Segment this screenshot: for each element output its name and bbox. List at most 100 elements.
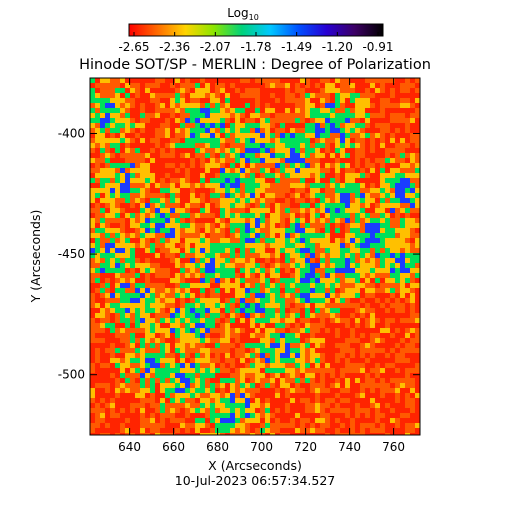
heatmap-cell: [175, 273, 180, 278]
heatmap-cell: [345, 433, 350, 435]
heatmap-cell: [240, 263, 245, 268]
heatmap-cell: [340, 133, 345, 138]
heatmap-cell: [360, 253, 365, 258]
heatmap-cell: [195, 318, 200, 323]
heatmap-cell: [345, 348, 350, 353]
heatmap-cell: [365, 88, 370, 93]
heatmap-cell: [220, 198, 225, 203]
heatmap-cell: [370, 323, 375, 328]
heatmap-cell: [360, 248, 365, 253]
heatmap-cell: [125, 393, 130, 398]
heatmap-cell: [165, 228, 170, 233]
heatmap-cell: [245, 253, 250, 258]
heatmap-cell: [200, 318, 205, 323]
heatmap-cell: [205, 273, 210, 278]
heatmap-cell: [210, 158, 215, 163]
heatmap-cell: [130, 368, 135, 373]
heatmap-cell: [330, 208, 335, 213]
heatmap-cell: [235, 308, 240, 313]
heatmap-cell: [350, 93, 355, 98]
heatmap-cell: [95, 243, 100, 248]
heatmap-cell: [180, 338, 185, 343]
heatmap-cell: [300, 408, 305, 413]
heatmap-cell: [135, 203, 140, 208]
heatmap-cell: [330, 158, 335, 163]
heatmap-cell: [415, 318, 420, 323]
heatmap-cell: [275, 238, 280, 243]
heatmap-cell: [375, 173, 380, 178]
heatmap-cell: [345, 163, 350, 168]
heatmap-cell: [415, 258, 420, 263]
heatmap-cell: [245, 398, 250, 403]
heatmap-cell: [280, 88, 285, 93]
heatmap-cell: [295, 353, 300, 358]
heatmap-cell: [230, 213, 235, 218]
heatmap-cell: [360, 208, 365, 213]
heatmap-cell: [110, 403, 115, 408]
heatmap-cell: [225, 368, 230, 373]
heatmap-cell: [215, 253, 220, 258]
heatmap-cell: [325, 168, 330, 173]
heatmap-cell: [215, 378, 220, 383]
heatmap-cell: [115, 353, 120, 358]
heatmap-cell: [185, 403, 190, 408]
heatmap-cell: [375, 328, 380, 333]
heatmap-cell: [310, 263, 315, 268]
heatmap-cell: [275, 388, 280, 393]
heatmap-cell: [310, 363, 315, 368]
heatmap-cell: [345, 368, 350, 373]
heatmap-cell: [375, 398, 380, 403]
heatmap-cell: [110, 328, 115, 333]
heatmap-cell: [210, 108, 215, 113]
heatmap-cell: [335, 413, 340, 418]
heatmap-cell: [315, 98, 320, 103]
heatmap-cell: [140, 88, 145, 93]
heatmap-cell: [240, 358, 245, 363]
heatmap-cell: [330, 258, 335, 263]
heatmap-cell: [395, 153, 400, 158]
heatmap-cell: [395, 173, 400, 178]
heatmap-cell: [225, 158, 230, 163]
heatmap-cell: [195, 163, 200, 168]
heatmap-cell: [155, 293, 160, 298]
heatmap-cell: [135, 413, 140, 418]
heatmap-cell: [145, 373, 150, 378]
heatmap-cell: [385, 113, 390, 118]
heatmap-cell: [165, 343, 170, 348]
heatmap-cell: [395, 223, 400, 228]
heatmap-cell: [215, 168, 220, 173]
heatmap-cell: [150, 103, 155, 108]
heatmap-cell: [250, 233, 255, 238]
heatmap-cell: [95, 398, 100, 403]
heatmap-cell: [280, 378, 285, 383]
heatmap-cell: [165, 348, 170, 353]
heatmap-cell: [300, 373, 305, 378]
heatmap-cell: [125, 238, 130, 243]
heatmap-cell: [155, 303, 160, 308]
heatmap-cell: [315, 228, 320, 233]
heatmap-cell: [395, 138, 400, 143]
heatmap-cell: [320, 123, 325, 128]
heatmap-cell: [350, 393, 355, 398]
heatmap-cell: [410, 268, 415, 273]
heatmap-cell: [345, 388, 350, 393]
heatmap-cell: [100, 233, 105, 238]
heatmap-cell: [300, 343, 305, 348]
heatmap-cell: [95, 253, 100, 258]
heatmap-cell: [140, 128, 145, 133]
heatmap-cell: [325, 163, 330, 168]
heatmap-cell: [380, 143, 385, 148]
heatmap-cell: [240, 208, 245, 213]
heatmap-cell: [165, 398, 170, 403]
heatmap-cell: [250, 113, 255, 118]
heatmap-cell: [240, 378, 245, 383]
heatmap-cell: [390, 358, 395, 363]
heatmap-cell: [335, 358, 340, 363]
heatmap-cell: [120, 363, 125, 368]
heatmap-cell: [310, 143, 315, 148]
heatmap-cell: [250, 238, 255, 243]
heatmap-cell: [155, 88, 160, 93]
heatmap-cell: [310, 223, 315, 228]
heatmap-cell: [245, 343, 250, 348]
heatmap-cell: [345, 323, 350, 328]
